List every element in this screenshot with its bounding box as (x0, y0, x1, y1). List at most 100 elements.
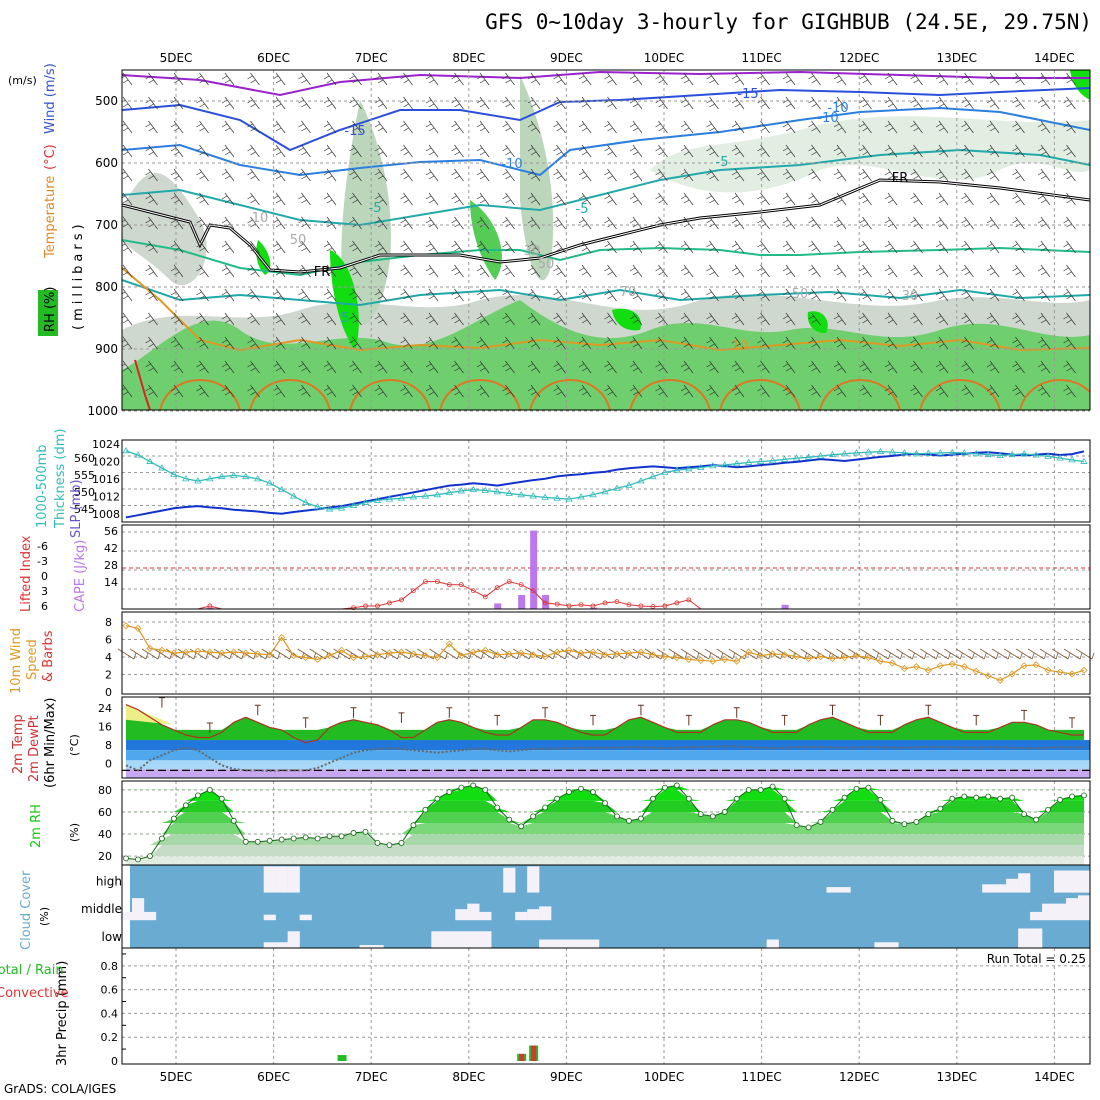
cloud-middle-bar (143, 911, 157, 921)
wind-barb (935, 264, 949, 278)
wind-barb (680, 360, 694, 374)
pressure-labels: 1000-500mb Thickness (dm) SLP (mb) (35, 429, 84, 538)
wind-barb (884, 384, 898, 398)
wind-barb (884, 96, 898, 110)
wind-barb-10m (896, 648, 915, 660)
wind-barb (527, 168, 541, 182)
wind-barb (782, 144, 796, 158)
cloud-low-bar (431, 931, 444, 948)
temperature-unit: (°C) (43, 144, 58, 170)
wind-speed-marker (517, 649, 525, 657)
wind-barb (859, 144, 872, 158)
contour-label: -5 (369, 201, 382, 216)
wind-barb (374, 72, 388, 86)
wind-barb (145, 288, 158, 302)
lifted-index-marker (506, 579, 512, 585)
wind-barb (935, 360, 949, 374)
wind-barb (680, 312, 694, 326)
wind-barb (196, 192, 209, 206)
thickness-marker (122, 447, 130, 454)
wind-barb (680, 192, 694, 206)
cloud-middle-bar (515, 911, 528, 921)
wind-barb (425, 144, 439, 158)
wind-barb (476, 312, 490, 326)
thickness-marker (325, 505, 334, 512)
wind-speed-marker (1044, 666, 1052, 674)
date-label-top: 9DEC (550, 51, 583, 65)
wind-barb (731, 312, 745, 326)
wind-barb (782, 288, 796, 302)
thickness-marker (289, 492, 298, 499)
rh-marker (374, 839, 381, 846)
wind-barb (221, 144, 235, 158)
lifted-index-marker (518, 582, 524, 588)
contour-label: 50 (290, 233, 307, 248)
wind-barb (527, 144, 541, 158)
wind-barb (196, 336, 209, 350)
wind-y-tick: 8 (105, 616, 112, 629)
cloud-high-bar (275, 866, 288, 893)
wind-barb (247, 120, 260, 134)
wind-barb (578, 360, 592, 374)
thickness-marker (924, 449, 933, 456)
lifted-index-label: Lifted Index (19, 535, 34, 612)
cloud-middle-bar (479, 911, 492, 921)
contour-label: 10 (732, 339, 749, 354)
cape-tick: 14 (104, 576, 118, 589)
wind-barb (502, 168, 515, 182)
wind-barb (400, 336, 413, 350)
thickness-marker (301, 498, 310, 505)
wind-barb (145, 120, 158, 134)
wind-barb (247, 144, 260, 158)
wind-barb (1063, 336, 1076, 350)
lifted-index-marker (662, 603, 668, 609)
wind-barb (961, 168, 974, 182)
wind-barb-10m (1051, 648, 1071, 660)
slp-y-tick: 1016 (92, 473, 120, 486)
rh-marker (697, 811, 704, 818)
cloud-high-bar (982, 884, 995, 893)
date-label-bottom: 9DEC (550, 1070, 583, 1084)
wind-barb (706, 144, 719, 158)
wind-barb (706, 72, 719, 86)
wind-barb (859, 264, 872, 278)
thickness-marker (397, 494, 406, 501)
wind-barb (323, 120, 337, 134)
wind-barb (604, 192, 617, 206)
lifted-index-marker (566, 603, 572, 609)
wind-speed-marker (302, 653, 310, 662)
date-label-top: 8DEC (452, 51, 485, 65)
contour-label: 70 (620, 285, 637, 300)
date-label-bottom: 5DEC (160, 1070, 193, 1084)
lifted-index-marker (375, 603, 380, 609)
cloud-middle-bar (263, 914, 276, 921)
temp-contour-15-2 (349, 379, 431, 410)
wind-speed-marker (553, 648, 561, 656)
wind-barb (782, 72, 796, 86)
rh-band-upper-3 (520, 75, 554, 281)
wind-barb (604, 168, 617, 182)
wind-barb-10m (908, 648, 927, 660)
wind-barb (1063, 360, 1076, 374)
wind-barb (986, 240, 1000, 254)
precip-y-tick: 0.6 (101, 984, 119, 997)
wind-barb (680, 288, 694, 302)
wind-barb (451, 312, 464, 326)
wind-barb (553, 72, 566, 86)
wind-barb (578, 144, 592, 158)
wind-barb (374, 288, 388, 302)
cloud-low-bar (263, 942, 276, 948)
wind-speed-marker (385, 649, 394, 657)
wind-barb (298, 336, 311, 350)
wind-speed-marker (266, 651, 274, 659)
wind-speed-marker (146, 644, 154, 653)
wind-barb (961, 120, 974, 134)
wind-barb-10m (177, 648, 197, 660)
contour-label: -15 (737, 87, 758, 102)
temp-contour-15-3 (439, 379, 521, 410)
wind-barb (578, 336, 592, 350)
wind-barb (935, 144, 949, 158)
lifted-index-marker (351, 605, 356, 611)
wind-barb (961, 336, 974, 350)
wind-barb (706, 360, 719, 374)
